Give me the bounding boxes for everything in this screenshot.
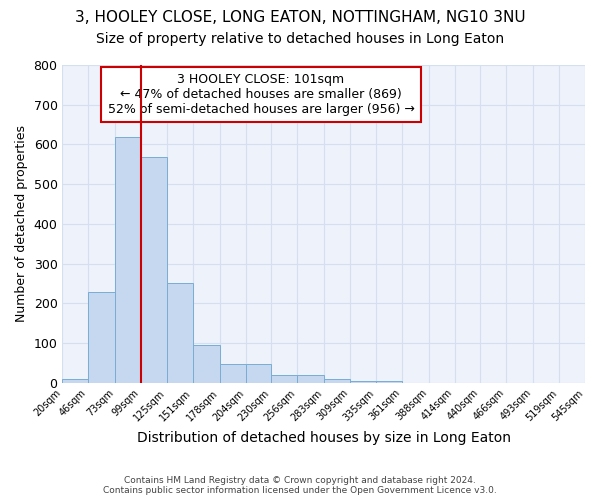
Bar [376,381,402,383]
Text: Size of property relative to detached houses in Long Eaton: Size of property relative to detached ho… [96,32,504,46]
Bar [220,364,245,383]
Bar [298,375,324,383]
Bar [115,136,141,383]
Bar [88,292,115,383]
Bar [324,379,350,383]
Bar [167,283,193,383]
Text: 3, HOOLEY CLOSE, LONG EATON, NOTTINGHAM, NG10 3NU: 3, HOOLEY CLOSE, LONG EATON, NOTTINGHAM,… [74,10,526,25]
Bar [62,379,88,383]
Bar [141,157,167,383]
Bar [245,364,271,383]
Text: Contains HM Land Registry data © Crown copyright and database right 2024.
Contai: Contains HM Land Registry data © Crown c… [103,476,497,495]
Y-axis label: Number of detached properties: Number of detached properties [15,126,28,322]
X-axis label: Distribution of detached houses by size in Long Eaton: Distribution of detached houses by size … [137,431,511,445]
Bar [350,381,376,383]
Bar [193,345,220,383]
Bar [271,375,298,383]
Text: 3 HOOLEY CLOSE: 101sqm
← 47% of detached houses are smaller (869)
52% of semi-de: 3 HOOLEY CLOSE: 101sqm ← 47% of detached… [107,73,415,116]
